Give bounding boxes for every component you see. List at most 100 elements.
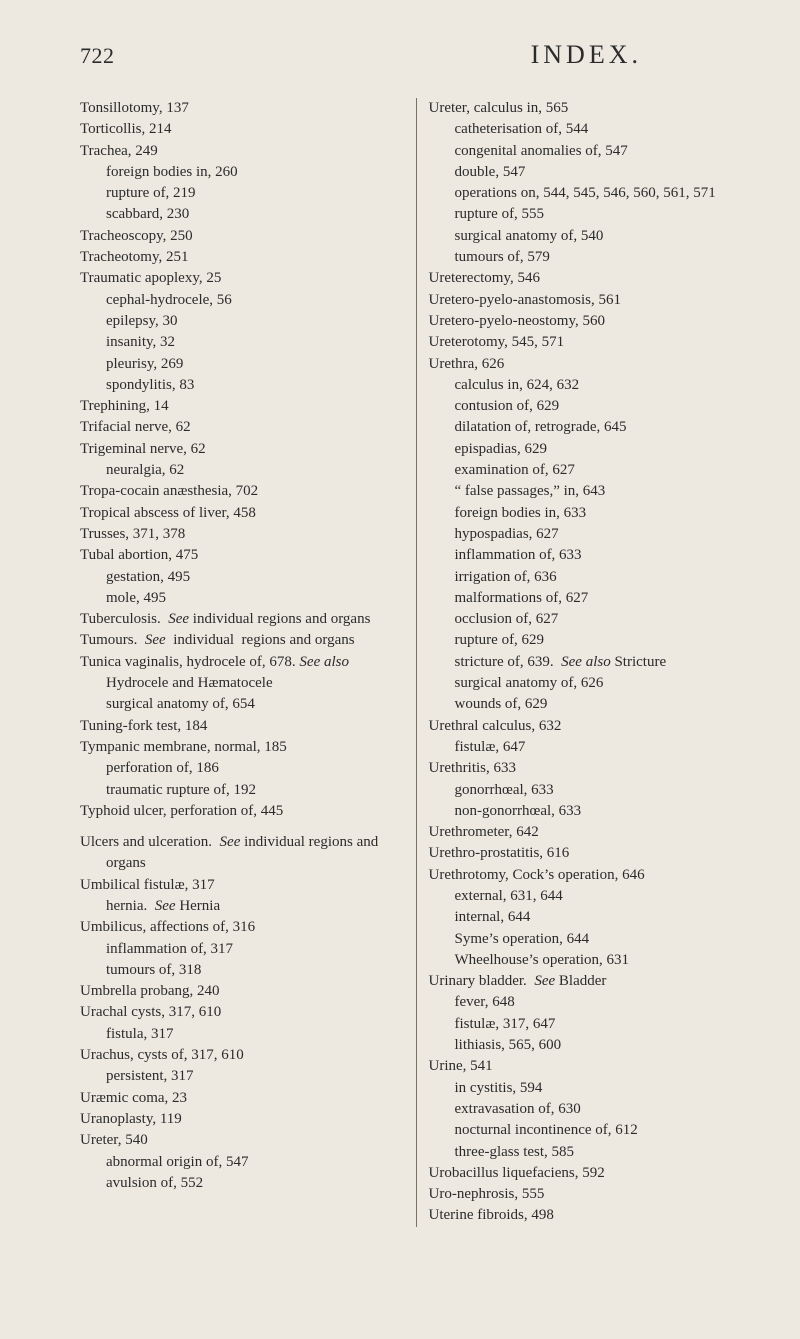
column-divider [416, 98, 417, 1227]
index-entry: stricture of, 639. See also Stricture [429, 652, 753, 673]
index-entry: foreign bodies in, 633 [429, 503, 753, 524]
index-entry: Tracheoscopy, 250 [80, 226, 404, 247]
index-entry: Tuning-fork test, 184 [80, 716, 404, 737]
page-title: INDEX. [531, 40, 642, 70]
index-entry: surgical anatomy of, 654 [80, 694, 404, 715]
index-entry: operations on, 544, 545, 546, 560, 561, … [429, 183, 753, 204]
index-entry: surgical anatomy of, 540 [429, 226, 753, 247]
index-entry: congenital anomalies of, 547 [429, 141, 753, 162]
index-entry: fistula, 317 [80, 1024, 404, 1045]
index-entry: Traumatic apoplexy, 25 [80, 268, 404, 289]
index-entry: rupture of, 555 [429, 204, 753, 225]
index-entry: pleurisy, 269 [80, 354, 404, 375]
index-entry: insanity, 32 [80, 332, 404, 353]
index-entry: spondylitis, 83 [80, 375, 404, 396]
index-entry: abnormal origin of, 547 [80, 1152, 404, 1173]
index-entry: internal, 644 [429, 907, 753, 928]
index-entry: traumatic rupture of, 192 [80, 780, 404, 801]
index-entry: Uretero-pyelo-anastomosis, 561 [429, 290, 753, 311]
index-entry: nocturnal incontinence of, 612 [429, 1120, 753, 1141]
index-entry: Urobacillus liquefaciens, 592 [429, 1163, 753, 1184]
index-entry: Ulcers and ulceration. See individual re… [80, 832, 404, 875]
index-entry: Urethra, 626 [429, 354, 753, 375]
index-entry: Trachea, 249 [80, 141, 404, 162]
index-entry: Umbrella probang, 240 [80, 981, 404, 1002]
index-entry: non-gonorrhœal, 633 [429, 801, 753, 822]
index-entry: Umbilicus, affections of, 316 [80, 917, 404, 938]
index-entry: wounds of, 629 [429, 694, 753, 715]
index-entry: Urachal cysts, 317, 610 [80, 1002, 404, 1023]
index-entry: Urine, 541 [429, 1056, 753, 1077]
index-column-right: Ureter, calculus in, 565catheterisation … [429, 98, 753, 1227]
index-entry: Ureterectomy, 546 [429, 268, 753, 289]
index-entry: gestation, 495 [80, 567, 404, 588]
index-entry: external, 631, 644 [429, 886, 753, 907]
index-entry: Urethral calculus, 632 [429, 716, 753, 737]
index-entry: extravasation of, 630 [429, 1099, 753, 1120]
index-entry: Tympanic membrane, normal, 185 [80, 737, 404, 758]
index-entry: contusion of, 629 [429, 396, 753, 417]
index-entry: Urachus, cysts of, 317, 610 [80, 1045, 404, 1066]
index-entry: tumours of, 318 [80, 960, 404, 981]
index-entry: Ureter, 540 [80, 1130, 404, 1151]
index-entry: neuralgia, 62 [80, 460, 404, 481]
index-entry: Trephining, 14 [80, 396, 404, 417]
index-entry: foreign bodies in, 260 [80, 162, 404, 183]
index-entry: Syme’s operation, 644 [429, 929, 753, 950]
index-entry: Tropa-cocain anæsthesia, 702 [80, 481, 404, 502]
index-entry: avulsion of, 552 [80, 1173, 404, 1194]
index-column-left: Tonsillotomy, 137Torticollis, 214Trachea… [80, 98, 404, 1227]
index-entry: epispadias, 629 [429, 439, 753, 460]
index-entry: Ureterotomy, 545, 571 [429, 332, 753, 353]
index-entry: hypospadias, 627 [429, 524, 753, 545]
index-entry: fever, 648 [429, 992, 753, 1013]
index-entry: occlusion of, 627 [429, 609, 753, 630]
index-entry: double, 547 [429, 162, 753, 183]
index-entry: cephal-hydrocele, 56 [80, 290, 404, 311]
index-entry: Uretero-pyelo-neostomy, 560 [429, 311, 753, 332]
index-entry: examination of, 627 [429, 460, 753, 481]
index-entry: Urethro-prostatitis, 616 [429, 843, 753, 864]
index-entry: hernia. See Hernia [80, 896, 404, 917]
index-entry: Trusses, 371, 378 [80, 524, 404, 545]
index-entry: calculus in, 624, 632 [429, 375, 753, 396]
index-entry: fistulæ, 647 [429, 737, 753, 758]
index-entry: Tuberculosis. See individual regions and… [80, 609, 404, 630]
index-entry: Uro-nephrosis, 555 [429, 1184, 753, 1205]
index-entry: Wheelhouse’s operation, 631 [429, 950, 753, 971]
index-entry: Umbilical fistulæ, 317 [80, 875, 404, 896]
index-entry: rupture of, 629 [429, 630, 753, 651]
index-entry: in cystitis, 594 [429, 1078, 753, 1099]
index-columns: Tonsillotomy, 137Torticollis, 214Trachea… [80, 98, 752, 1227]
page-number: 722 [80, 43, 115, 69]
page-header: 722 INDEX. [80, 40, 752, 70]
index-entry: Uterine fibroids, 498 [429, 1205, 753, 1226]
index-entry: persistent, 317 [80, 1066, 404, 1087]
index-entry: epilepsy, 30 [80, 311, 404, 332]
index-entry: Uranoplasty, 119 [80, 1109, 404, 1130]
index-entry: perforation of, 186 [80, 758, 404, 779]
index-entry: catheterisation of, 544 [429, 119, 753, 140]
index-entry: gonorrhœal, 633 [429, 780, 753, 801]
index-entry: tumours of, 579 [429, 247, 753, 268]
index-entry: fistulæ, 317, 647 [429, 1014, 753, 1035]
index-entry: Tumours. See individual regions and orga… [80, 630, 404, 651]
index-entry: malformations of, 627 [429, 588, 753, 609]
index-entry: Tubal abortion, 475 [80, 545, 404, 566]
index-entry: inflammation of, 633 [429, 545, 753, 566]
index-entry: Uræmic coma, 23 [80, 1088, 404, 1109]
index-entry: Ureter, calculus in, 565 [429, 98, 753, 119]
index-entry: three-glass test, 585 [429, 1142, 753, 1163]
index-entry: Tunica vaginalis, hydrocele of, 678. See… [80, 652, 404, 695]
index-entry: Urethrometer, 642 [429, 822, 753, 843]
index-entry: Typhoid ulcer, perforation of, 445 [80, 801, 404, 822]
page: 722 INDEX. Tonsillotomy, 137Torticollis,… [0, 0, 800, 1339]
index-entry: scabbard, 230 [80, 204, 404, 225]
index-entry: Urethrotomy, Cock’s operation, 646 [429, 865, 753, 886]
index-entry: Tonsillotomy, 137 [80, 98, 404, 119]
index-entry: Torticollis, 214 [80, 119, 404, 140]
index-entry: surgical anatomy of, 626 [429, 673, 753, 694]
index-entry: “ false passages,” in, 643 [429, 481, 753, 502]
index-entry: mole, 495 [80, 588, 404, 609]
index-entry: lithiasis, 565, 600 [429, 1035, 753, 1056]
